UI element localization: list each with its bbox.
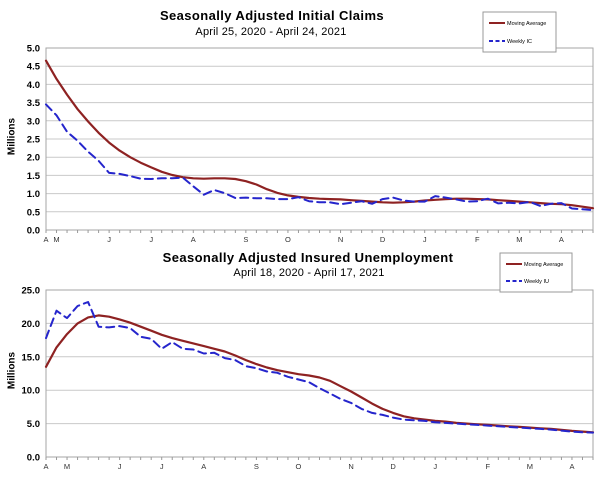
legend-label: Weekly IC: [507, 39, 532, 45]
legend-label: Moving Average: [524, 262, 563, 268]
legend-label: Moving Average: [507, 21, 546, 27]
y-tick-label: 0.5: [27, 207, 41, 218]
y-tick-label: 0.0: [27, 226, 40, 237]
month-label: O: [285, 235, 291, 244]
y-tick-label: 10.0: [22, 386, 41, 397]
month-label: M: [64, 462, 70, 471]
month-label: N: [348, 462, 353, 471]
month-label: D: [390, 462, 396, 471]
y-tick-label: 4.5: [27, 62, 41, 73]
month-label: J: [149, 235, 153, 244]
month-label: J: [423, 235, 427, 244]
y-tick-label: 5.0: [27, 44, 40, 55]
month-label: A: [43, 235, 48, 244]
month-label: D: [380, 235, 386, 244]
legend-label: Weekly IU: [524, 279, 549, 285]
month-label: S: [243, 235, 248, 244]
month-label: M: [527, 462, 533, 471]
y-tick-label: 5.0: [27, 419, 40, 430]
month-label: A: [559, 235, 564, 244]
month-label: A: [43, 462, 48, 471]
insured-unemployment-subtitle: April 18, 2020 - April 17, 2021: [233, 267, 385, 279]
y-tick-label: 4.0: [27, 80, 40, 91]
y-tick-label: 15.0: [22, 352, 41, 363]
initial-claims-y-axis-label: Millions: [6, 117, 18, 156]
month-label: N: [338, 235, 343, 244]
month-label: A: [201, 462, 206, 471]
month-label: M: [516, 235, 522, 244]
y-tick-label: 0.0: [27, 453, 40, 464]
plot-area: [46, 290, 593, 457]
y-tick-label: 20.0: [22, 319, 41, 330]
insured-unemployment-y-axis-label: Millions: [6, 351, 18, 390]
moving-average-line: [44, 59, 595, 210]
month-label: S: [254, 462, 259, 471]
month-label: J: [160, 462, 164, 471]
month-label: F: [475, 235, 480, 244]
month-label: M: [53, 235, 59, 244]
y-tick-label: 2.5: [27, 135, 41, 146]
legend: [499, 252, 573, 293]
legend: [482, 11, 557, 53]
month-label: J: [118, 462, 122, 471]
insured-unemployment-title: Seasonally Adjusted Insured Unemployment: [162, 250, 454, 265]
initial-claims-title: Seasonally Adjusted Initial Claims: [159, 8, 385, 23]
weekly-claims-line: [45, 103, 594, 211]
y-tick-label: 3.5: [27, 98, 41, 109]
month-label: F: [486, 462, 491, 471]
initial-claims-subtitle: April 25, 2020 - April 24, 2021: [195, 26, 347, 38]
weekly-claims-line: [45, 301, 594, 434]
month-label: A: [569, 462, 574, 471]
y-tick-label: 3.0: [27, 116, 40, 127]
y-tick-label: 1.0: [27, 189, 40, 200]
month-label: O: [296, 462, 302, 471]
month-label: J: [433, 462, 437, 471]
y-tick-label: 25.0: [22, 286, 41, 297]
month-label: J: [107, 235, 111, 244]
y-tick-label: 1.5: [27, 171, 41, 182]
month-label: A: [191, 235, 196, 244]
y-tick-label: 2.0: [27, 153, 40, 164]
